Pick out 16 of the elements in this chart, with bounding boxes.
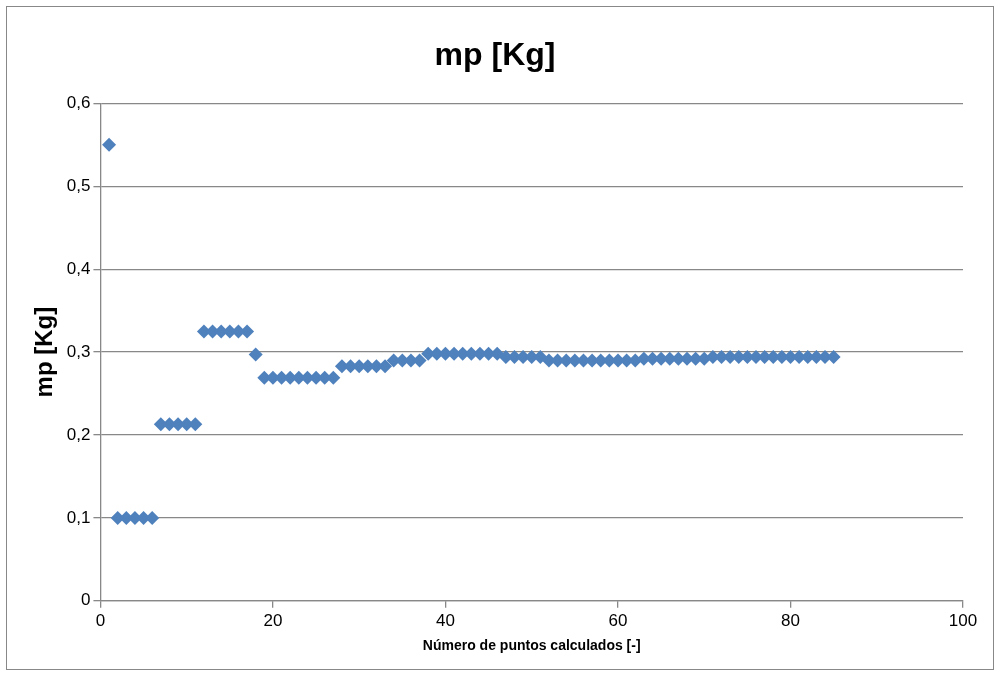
x-tick-label: 40 <box>436 610 455 630</box>
y-tick-label: 0,5 <box>66 175 91 195</box>
x-tick-label: 0 <box>95 610 106 630</box>
x-tick-label: 20 <box>263 610 283 630</box>
chart-title: mp [Kg] <box>434 36 556 73</box>
y-tick-label: 0 <box>80 590 91 610</box>
y-tick-label: 0,2 <box>66 424 91 444</box>
y-tick-label: 0,4 <box>66 258 91 278</box>
y-axis-title: mp [Kg] <box>30 306 58 398</box>
y-tick-label: 0,6 <box>66 93 91 113</box>
y-tick-label: 0,3 <box>66 341 91 361</box>
x-tick-label: 80 <box>781 610 800 630</box>
x-tick-label: 100 <box>948 610 978 630</box>
x-tick-label: 60 <box>608 610 628 630</box>
y-tick-label: 0,1 <box>66 507 91 527</box>
x-axis-title: Número de puntos calculados [-] <box>422 637 641 654</box>
